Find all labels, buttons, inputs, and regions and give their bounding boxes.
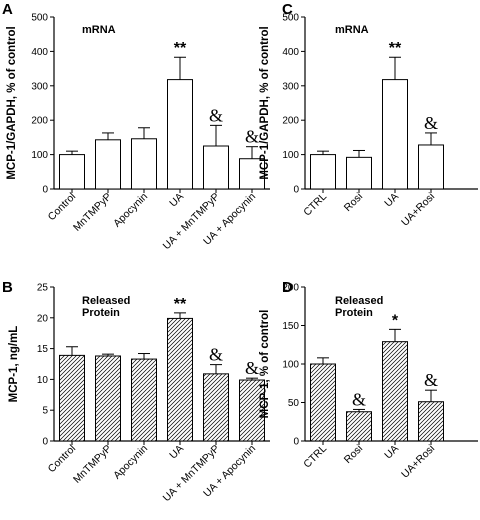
y-tick-label: 0 [42, 185, 48, 196]
y-tick-label: 500 [31, 13, 48, 24]
category-label: MnTMPyP [71, 191, 114, 234]
significance-ampersand: & [245, 358, 259, 378]
y-tick-label: 20 [37, 313, 49, 324]
significance-ampersand: & [209, 345, 223, 365]
y-axis-label: MCP-1, % of control [259, 310, 271, 419]
y-tick-label: 300 [31, 81, 48, 92]
y-tick-label: 400 [31, 47, 48, 58]
y-tick-label: 200 [282, 116, 299, 127]
y-tick-label: 0 [293, 185, 299, 196]
category-label: UA [382, 191, 401, 210]
bar [203, 373, 229, 442]
inner-label: Protein [82, 307, 120, 319]
y-axis-label: MCP-1, ng/mL [8, 326, 20, 403]
y-tick-label: 300 [282, 81, 299, 92]
y-tick-label: 100 [31, 150, 48, 161]
category-label: CTRL [301, 443, 329, 471]
category-label: Control [46, 443, 78, 475]
bar [418, 401, 444, 442]
inner-label: mRNA [335, 24, 369, 36]
inner-label: mRNA [82, 24, 116, 36]
category-label: CTRL [301, 191, 329, 219]
y-axis-label: MCP-1/GAPDH, % of control [6, 26, 18, 179]
bar [346, 411, 372, 442]
y-tick-label: 50 [288, 398, 300, 409]
category-label: Apocynin [111, 191, 150, 230]
inner-label: Protein [335, 307, 373, 319]
bar [131, 138, 157, 190]
y-tick-label: 200 [31, 116, 48, 127]
y-tick-label: 0 [42, 437, 48, 448]
significance-star: ** [174, 296, 187, 313]
y-tick-label: 100 [282, 360, 299, 371]
bar [131, 358, 157, 442]
bar [310, 154, 336, 190]
significance-ampersand: & [209, 105, 223, 125]
significance-ampersand: & [352, 389, 366, 409]
panel-d: D 0 50 100 150 200 MCP-1, % of control Released… [259, 279, 478, 481]
category-label: Apocynin [111, 443, 150, 482]
category-label: Rosi [342, 443, 365, 466]
significance-star: * [392, 312, 399, 329]
bar [59, 154, 85, 190]
bar [382, 79, 408, 190]
bar [382, 341, 408, 442]
panel-letter: C [282, 1, 293, 18]
significance-ampersand: & [424, 370, 438, 390]
y-tick-label: 500 [282, 13, 299, 24]
panel-letter: D [282, 279, 293, 296]
bar [167, 317, 193, 442]
y-tick-label: 100 [282, 150, 299, 161]
y-tick-label: 5 [42, 406, 48, 417]
bar [95, 355, 121, 442]
panel-c: C 0 100 200 300 400 500 MCP-1/GAPDH, % of contr… [259, 1, 478, 229]
panel-a: A 0 100 200 300 400 500 MCP-1/GAPDH, % of contr… [2, 1, 270, 252]
panel-letter: A [2, 1, 13, 18]
y-axis-label: MCP-1/GAPDH, % of control [259, 26, 271, 179]
y-tick-label: 400 [282, 47, 299, 58]
category-label: UA [167, 443, 186, 462]
bar [239, 379, 265, 442]
category-label: UA [382, 443, 401, 462]
y-tick-label: 200 [282, 283, 299, 294]
significance-ampersand: & [245, 127, 259, 147]
bar [346, 156, 372, 190]
significance-star: ** [174, 40, 187, 57]
y-tick-label: 0 [293, 437, 299, 448]
bar [203, 145, 229, 190]
category-label: MnTMPyP [71, 443, 114, 486]
inner-label: Released [82, 295, 130, 307]
category-label: UA [167, 191, 186, 210]
bar [310, 363, 336, 442]
category-label: Control [46, 191, 78, 223]
y-tick-label: 25 [37, 283, 49, 294]
significance-ampersand: & [424, 113, 438, 133]
panel-letter: B [2, 279, 13, 296]
y-tick-label: 10 [37, 375, 49, 386]
bar [95, 139, 121, 190]
bar [167, 79, 193, 190]
category-label: UA+Rosi [399, 443, 437, 481]
y-tick-label: 15 [37, 344, 49, 355]
category-label: UA+Rosi [399, 191, 437, 229]
bar [59, 354, 85, 442]
significance-star: ** [389, 40, 402, 57]
inner-label: Released [335, 295, 383, 307]
y-tick-label: 150 [282, 321, 299, 332]
category-label: Rosi [342, 191, 365, 214]
bar [418, 144, 444, 190]
